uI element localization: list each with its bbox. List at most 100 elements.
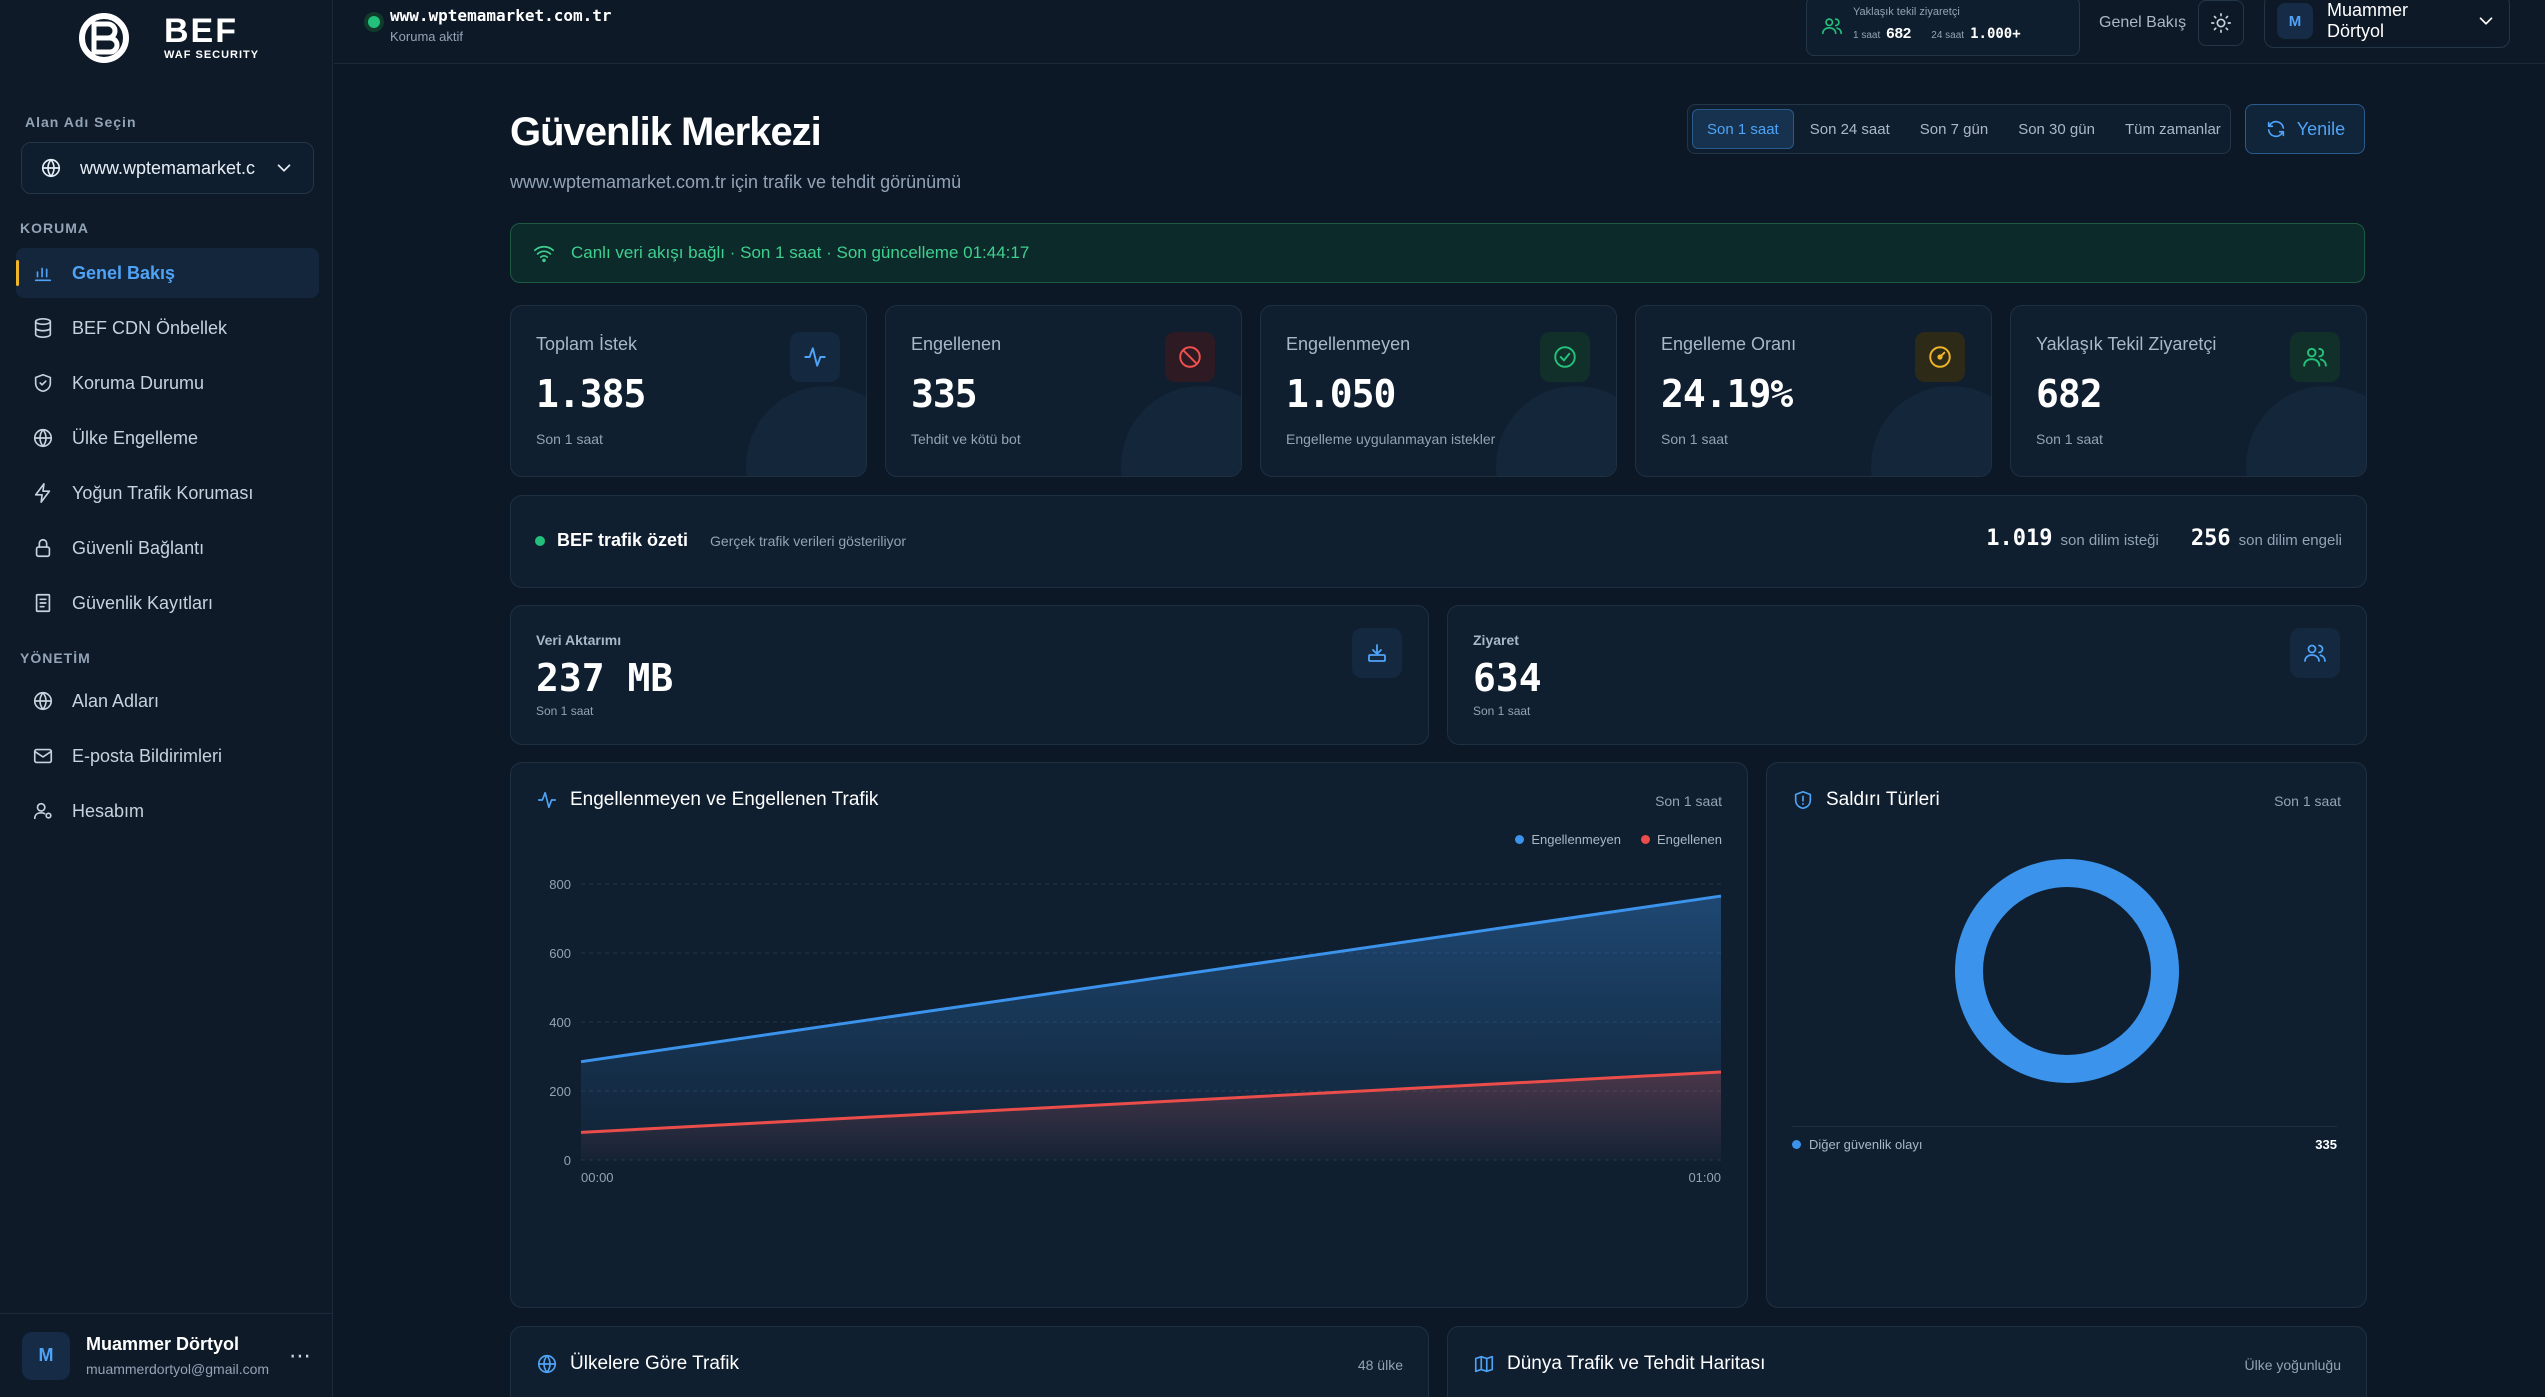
stat-card-block-rate: Engelleme Oranı 24.19% Son 1 saat <box>1635 305 1992 477</box>
sidebar-item-guvenlik-kayitlari[interactable]: Güvenlik Kayıtları <box>16 578 319 628</box>
attack-donut-chart <box>1955 859 2179 1083</box>
legend-label: Engellenen <box>1656 832 1722 847</box>
sun-icon <box>2210 12 2232 34</box>
user-menu-dropdown[interactable]: M Muammer Dörtyol <box>2264 0 2510 48</box>
avatar: M <box>2277 3 2313 39</box>
y-tick-label: 400 <box>549 1015 571 1030</box>
series-area-1 <box>581 1072 1721 1160</box>
stat-sub: Son 1 saat <box>2036 431 2103 447</box>
section-koruma: KORUMA <box>20 220 89 236</box>
legend-item-engellenmeyen[interactable]: Engellenmeyen <box>1515 832 1621 847</box>
page-title: Güvenlik Merkezi <box>510 110 822 154</box>
donut-legend: Diğer güvenlik olayı 335 <box>1792 1126 2337 1152</box>
user-menu-button[interactable]: ⋯ <box>289 1342 311 1368</box>
gauge-icon <box>1915 332 1965 382</box>
user-name: Muammer Dörtyol <box>86 1334 240 1354</box>
range-1h-button[interactable]: Son 1 saat <box>1692 109 1794 149</box>
traffic-chart-panel: Engellenmeyen ve Engellenen Trafik Son 1… <box>510 762 1748 1308</box>
sidebar-item-hesabim[interactable]: Hesabım <box>16 786 319 836</box>
sidebar-item-label: Koruma Durumu <box>72 372 205 393</box>
y-tick-label: 0 <box>564 1153 571 1168</box>
topbar-user-name: Muammer Dörtyol <box>2327 0 2409 41</box>
live-status-text: Canlı veri akışı bağlı · Son 1 saat · So… <box>571 243 1030 262</box>
panel-title: Saldırı Türleri <box>1826 789 1940 810</box>
globe-icon <box>536 1353 558 1375</box>
sidebar-item-koruma-durumu[interactable]: Koruma Durumu <box>16 358 319 408</box>
globe-icon <box>32 427 54 449</box>
sidebar-item-alan-adlari[interactable]: Alan Adları <box>16 676 319 726</box>
topbar: www.wptemamarket.com.tr Koruma aktif Yak… <box>334 0 2545 64</box>
domain-select[interactable]: www.wptemamarket.com.tr <box>21 142 314 194</box>
sidebar-item-label: Alan Adları <box>72 690 160 711</box>
sidebar-item-yogun-trafik[interactable]: Yoğun Trafik Koruması <box>16 468 319 518</box>
visitor-title: Yaklaşık tekil ziyaretçi <box>1853 6 1960 18</box>
y-tick-label: 800 <box>549 877 571 892</box>
domain-select-label: Alan Adı Seçin <box>25 114 137 130</box>
sidebar-item-genel-bakis[interactable]: Genel Bakış <box>16 248 319 298</box>
brand-tagline: WAF SECURITY <box>164 49 259 61</box>
users-icon <box>2290 628 2340 678</box>
sidebar-item-ulke-engelleme[interactable]: Ülke Engelleme <box>16 413 319 463</box>
sidebar-item-eposta[interactable]: E-posta Bildirimleri <box>16 731 319 781</box>
sidebar-item-cdn[interactable]: BEF CDN Önbellek <box>16 303 319 353</box>
logs-icon <box>32 592 54 614</box>
range-all-button[interactable]: Tüm zamanlar <box>2124 120 2221 138</box>
stat-value: 1.050 <box>1286 372 1396 416</box>
refresh-label: Yenile <box>2296 118 2346 139</box>
mail-icon <box>32 745 54 767</box>
refresh-button[interactable]: Yenile <box>2245 104 2365 154</box>
download-icon <box>1352 628 1402 678</box>
stat-sub: Son 1 saat <box>1661 431 1728 447</box>
bar-chart-icon <box>32 262 54 284</box>
visitor-label-1: 1 saat <box>1853 30 1881 41</box>
theme-toggle-button[interactable] <box>2198 0 2244 46</box>
sidebar-item-guvenli-baglanti[interactable]: Güvenli Bağlantı <box>16 523 319 573</box>
range-30d-button[interactable]: Son 30 gün <box>2018 120 2095 138</box>
series-line-1[interactable] <box>580 1070 1722 1134</box>
traffic-summary-bar: BEF trafik özeti Gerçek trafik verileri … <box>510 495 2367 588</box>
stat-value: 682 <box>2036 372 2103 416</box>
data-card-label: Ziyaret <box>1473 632 1519 648</box>
visitor-label-2: 24 saat <box>1931 30 1965 41</box>
topbar-status: Koruma aktif <box>390 29 463 44</box>
series-line-0[interactable] <box>580 894 1722 1064</box>
visitor-value-1: 682 <box>1886 25 1912 42</box>
sidebar-item-label: E-posta Bildirimleri <box>72 745 223 766</box>
data-card-sub: Son 1 saat <box>536 704 594 718</box>
legend-item-diger[interactable]: Diğer güvenlik olayı <box>1792 1137 1922 1152</box>
activity-icon <box>790 332 840 382</box>
live-status-banner: Canlı veri akışı bağlı · Son 1 saat · So… <box>510 223 2365 283</box>
stat-title: Engellenmeyen <box>1286 334 1411 354</box>
shield-alert-icon <box>1792 789 1814 811</box>
globe-icon <box>32 690 54 712</box>
data-card-sub: Son 1 saat <box>1473 704 1531 718</box>
panel-meta: Son 1 saat <box>1655 793 1722 809</box>
zap-icon <box>32 482 54 504</box>
donut-slice[interactable] <box>1955 859 2179 1083</box>
sidebar-item-label: Güvenli Bağlantı <box>72 537 205 558</box>
user-cog-icon <box>32 800 54 822</box>
activity-icon <box>536 789 558 811</box>
bef-logo[interactable]: BEF WAF SECURITY <box>72 8 262 64</box>
stat-value: 24.19% <box>1661 372 1793 416</box>
stat-sub: Son 1 saat <box>536 431 603 447</box>
range-7d-button[interactable]: Son 7 gün <box>1919 120 1989 138</box>
user-email: muammerdortyol@gmail.com <box>86 1361 270 1377</box>
card-decoration <box>1871 386 1991 476</box>
legend-item-engellenen[interactable]: Engellenen <box>1640 832 1722 847</box>
topbar-overview-link[interactable]: Genel Bakış <box>2099 14 2187 31</box>
visitor-counter: Yaklaşık tekil ziyaretçi 1 saat 682 24 s… <box>1806 0 2080 56</box>
panel-meta: 48 ülke <box>1357 1357 1403 1373</box>
range-24h-button[interactable]: Son 24 saat <box>1809 120 1890 138</box>
domain-select-value: www.wptemamarket.com.tr <box>80 157 255 178</box>
attack-types-panel: Saldırı Türleri Son 1 saat Diğer güvenli… <box>1766 762 2367 1308</box>
panel-meta: Son 1 saat <box>2274 793 2341 809</box>
panel-title: Dünya Trafik ve Tehdit Haritası <box>1507 1353 1766 1374</box>
stat-title: Engelleme Oranı <box>1661 334 1797 354</box>
stat-value: 1.385 <box>536 372 646 416</box>
users-icon <box>2290 332 2340 382</box>
x-tick-label: 00:00 <box>581 1170 614 1185</box>
summary-title: BEF trafik özeti <box>557 530 689 550</box>
stat-card-total: Toplam İstek 1.385 Son 1 saat <box>510 305 867 477</box>
